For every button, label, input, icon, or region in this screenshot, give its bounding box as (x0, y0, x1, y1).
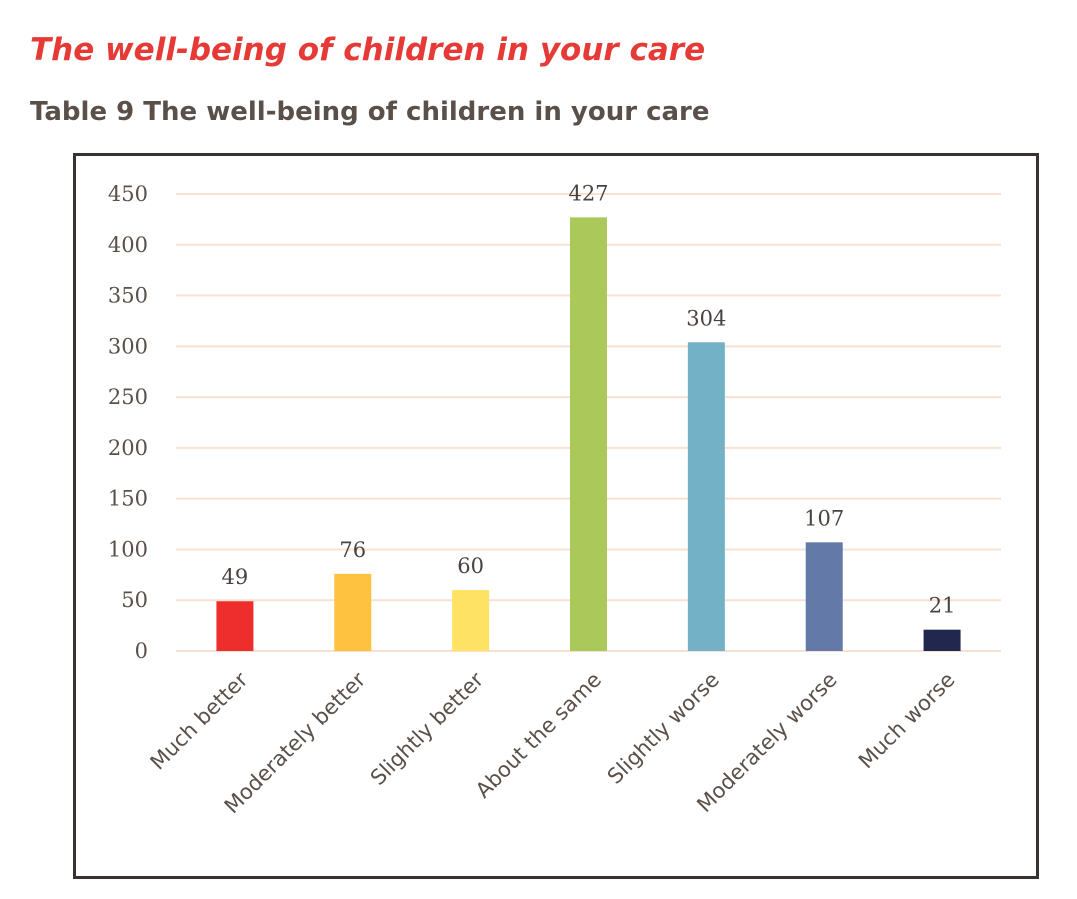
bar-moderately-worse (805, 542, 843, 651)
bar-chart: 0 50 100 150 200 250 300 350 400 450 49 Much better… (108, 181, 1001, 818)
bar-slightly-worse (687, 342, 725, 651)
data-label: 304 (686, 306, 726, 330)
bar-slightly-better (452, 590, 490, 651)
y-tick-label: 200 (108, 436, 148, 460)
table-caption: Table 9 The well-being of children in yo… (30, 97, 710, 127)
section-heading: The well-being of children in your care (30, 32, 706, 68)
y-tick-label: 250 (108, 385, 148, 409)
data-label: 427 (568, 181, 608, 205)
y-tick-label: 150 (108, 487, 148, 511)
data-label: 49 (222, 565, 249, 589)
bar-much-worse (923, 629, 961, 651)
y-tick-label: 0 (135, 639, 148, 663)
x-tick-label: About the same (471, 668, 606, 803)
y-tick-label: 400 (108, 233, 148, 257)
bar-moderately-better (334, 573, 372, 651)
x-tick-label: Much better (146, 667, 253, 774)
bar-much-better (216, 601, 254, 651)
data-label: 60 (457, 554, 484, 578)
y-tick-label: 100 (108, 537, 148, 561)
y-tick-label: 450 (108, 182, 148, 206)
chart-frame: 0 50 100 150 200 250 300 350 400 450 49 Much better… (73, 153, 1039, 879)
data-label: 21 (929, 594, 956, 618)
x-tick-label: Much worse (854, 668, 960, 774)
y-tick-label: 300 (108, 334, 148, 358)
data-label: 107 (804, 506, 844, 530)
y-tick-label: 50 (121, 588, 148, 612)
y-tick-label: 350 (108, 284, 148, 308)
data-label: 76 (339, 538, 366, 562)
x-tick-label: Slightly worse (603, 668, 724, 789)
x-tick-label: Slightly better (366, 667, 489, 790)
bar-about-the-same (570, 217, 607, 651)
